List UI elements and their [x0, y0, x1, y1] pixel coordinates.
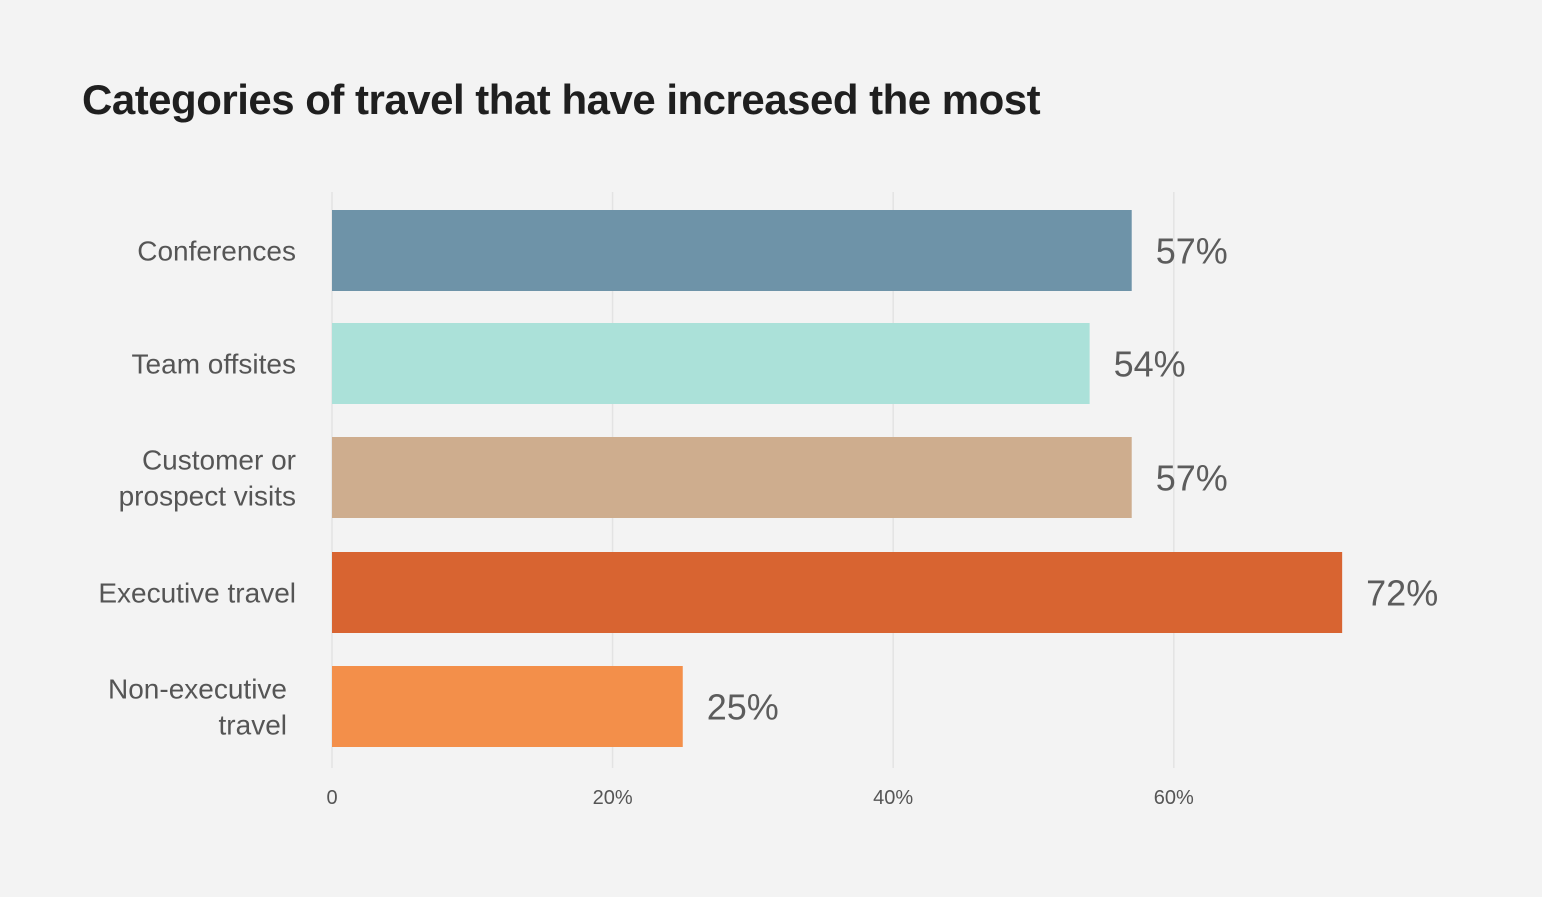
category-label: Customer or [142, 445, 296, 476]
bar [332, 210, 1132, 291]
value-label: 72% [1366, 573, 1438, 614]
value-label: 57% [1156, 458, 1228, 499]
x-tick-label: 20% [593, 787, 633, 809]
category-label: Non-executive [108, 674, 287, 705]
bar [332, 323, 1090, 404]
category-labels: Conferences Team offsites Customer or prosp… [98, 236, 296, 741]
category-label: prospect visits [119, 481, 296, 512]
category-label: Team offsites [132, 349, 296, 380]
x-tick-label: 0 [326, 787, 337, 809]
bar [332, 666, 683, 747]
bars [332, 210, 1343, 747]
x-tick-label: 60% [1154, 787, 1194, 809]
value-label: 54% [1114, 344, 1186, 385]
category-label: travel [219, 710, 287, 741]
value-label: 57% [1156, 231, 1228, 272]
x-axis-ticks: 0 20% 40% 60% [326, 787, 1194, 809]
bar [332, 552, 1343, 633]
category-label: Conferences [137, 236, 296, 267]
category-label: Executive travel [98, 578, 296, 609]
value-label: 25% [707, 687, 779, 728]
value-labels: 57% 54% 57% 72% 25% [707, 231, 1438, 728]
bar [332, 437, 1132, 518]
x-tick-label: 40% [873, 787, 913, 809]
chart-title: Categories of travel that have increased… [82, 76, 1041, 123]
